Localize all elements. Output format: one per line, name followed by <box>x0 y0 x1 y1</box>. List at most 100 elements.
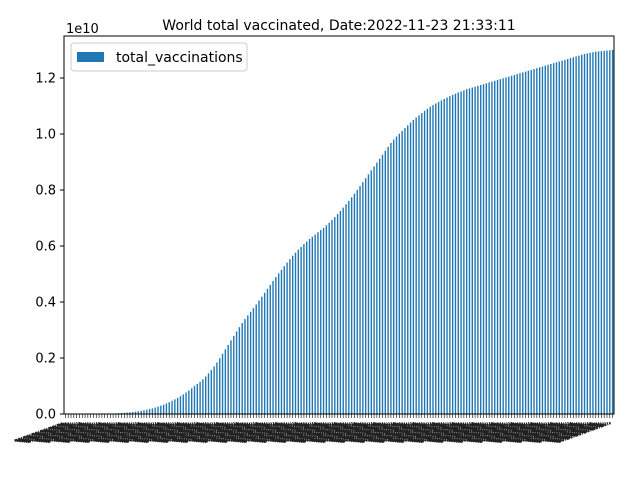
bar <box>541 66 544 415</box>
bar <box>592 52 594 415</box>
bar <box>280 269 283 414</box>
bar <box>550 64 552 414</box>
y-tick-label: 0.8 <box>35 184 56 199</box>
bar <box>193 386 196 414</box>
bar <box>449 96 451 414</box>
legend: total_vaccinations <box>70 42 248 72</box>
bar <box>519 73 521 415</box>
bar <box>522 72 524 415</box>
bar <box>238 327 241 414</box>
bar <box>370 170 372 414</box>
bar <box>390 142 392 414</box>
bar <box>286 262 288 414</box>
bar <box>547 64 549 414</box>
bar <box>207 373 210 414</box>
bar <box>480 85 482 414</box>
bar <box>210 370 213 414</box>
bar <box>328 222 330 414</box>
bar <box>247 315 249 414</box>
bar <box>322 227 325 414</box>
bar <box>244 319 246 414</box>
bar <box>320 230 322 414</box>
bar <box>401 130 403 415</box>
bar <box>235 331 238 414</box>
bar <box>336 214 339 414</box>
bar <box>611 50 614 414</box>
bar <box>567 58 569 415</box>
bar <box>381 154 384 414</box>
bar <box>412 120 415 414</box>
bar <box>468 88 471 415</box>
bar <box>182 394 184 414</box>
bar <box>423 110 426 414</box>
bar <box>508 76 510 414</box>
bar <box>277 273 280 414</box>
bar <box>432 105 434 414</box>
bar <box>160 405 162 414</box>
bar <box>249 311 252 414</box>
bar <box>151 408 154 414</box>
bar <box>154 407 156 414</box>
bar <box>317 232 319 414</box>
bar <box>415 117 417 414</box>
bar <box>530 69 532 414</box>
bar <box>499 79 502 415</box>
bar <box>510 75 513 414</box>
bar <box>538 67 541 415</box>
bar <box>474 86 476 415</box>
bar <box>505 77 507 414</box>
bar <box>485 83 488 414</box>
bar <box>205 376 207 414</box>
bar <box>418 115 420 415</box>
bar <box>348 200 350 414</box>
bar <box>188 390 190 414</box>
y-tick-label: 0.6 <box>35 240 56 255</box>
bar <box>306 241 308 414</box>
bar <box>435 103 437 414</box>
bar <box>429 106 431 414</box>
bar <box>272 281 274 414</box>
bar <box>378 158 381 414</box>
bar <box>373 166 375 414</box>
plot-frame <box>63 35 615 415</box>
bar <box>527 70 530 414</box>
bar <box>581 54 583 414</box>
bar <box>393 139 395 414</box>
bar <box>179 396 182 414</box>
bar <box>426 108 429 415</box>
bar <box>569 58 572 415</box>
bar <box>589 52 591 415</box>
bar <box>283 266 285 414</box>
bar <box>600 51 603 415</box>
bar <box>126 412 128 414</box>
y-tick-label: 0.2 <box>35 352 56 367</box>
bar <box>457 92 459 414</box>
bar <box>524 71 527 414</box>
bar <box>219 358 221 414</box>
bar <box>171 400 173 414</box>
bar <box>300 246 302 414</box>
legend-swatch <box>77 52 104 62</box>
bar <box>292 255 294 414</box>
bar <box>477 85 479 414</box>
bar <box>146 409 148 414</box>
bar <box>578 55 580 414</box>
legend-label: total_vaccinations <box>116 50 243 66</box>
bar <box>609 50 611 414</box>
bar <box>162 404 165 414</box>
bar <box>395 136 398 414</box>
bar <box>345 204 347 414</box>
bar <box>297 249 300 414</box>
bar <box>311 236 314 414</box>
bar <box>561 60 563 414</box>
x-tick-label <box>557 421 612 444</box>
bar <box>376 162 378 414</box>
bar <box>325 225 328 414</box>
y-tick-label: 0.0 <box>35 408 56 423</box>
bar <box>258 300 260 414</box>
bar <box>174 399 176 414</box>
bar <box>586 53 589 415</box>
x-tick-labels-illegible <box>14 421 612 444</box>
